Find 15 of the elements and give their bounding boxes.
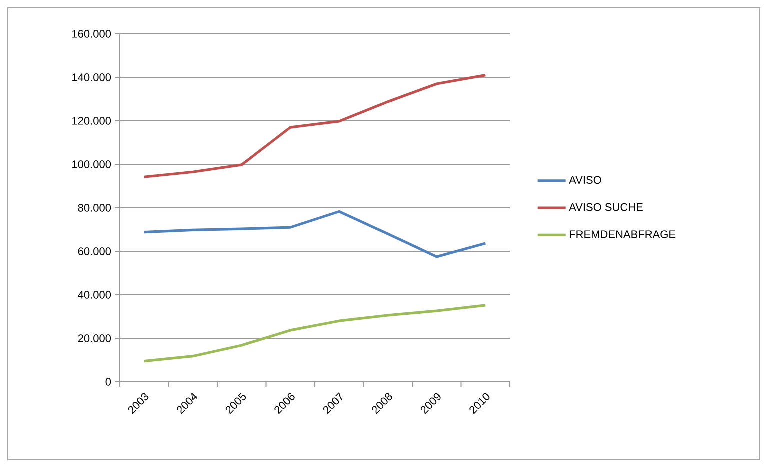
y-tick-label: 100.000 — [72, 160, 112, 168]
y-tick-label: 80.000 — [78, 204, 112, 212]
y-tick-label: 40.000 — [78, 291, 112, 299]
line-series — [143, 210, 487, 258]
line-series — [143, 74, 487, 178]
y-tick-label: 0 — [106, 378, 112, 386]
y-tick-label: 120.000 — [72, 117, 112, 125]
y-tick-label: 20.000 — [78, 334, 112, 342]
legend-label: FREMDENABFRAGE — [570, 230, 676, 238]
line-series — [143, 304, 487, 363]
y-tick-label: 140.000 — [72, 74, 112, 82]
legend-label: AVISO — [569, 176, 602, 184]
legend-label: AVISO SUCHE — [569, 203, 643, 212]
y-tick-label: 160.000 — [72, 30, 112, 38]
y-tick-label: 60.000 — [78, 248, 112, 256]
